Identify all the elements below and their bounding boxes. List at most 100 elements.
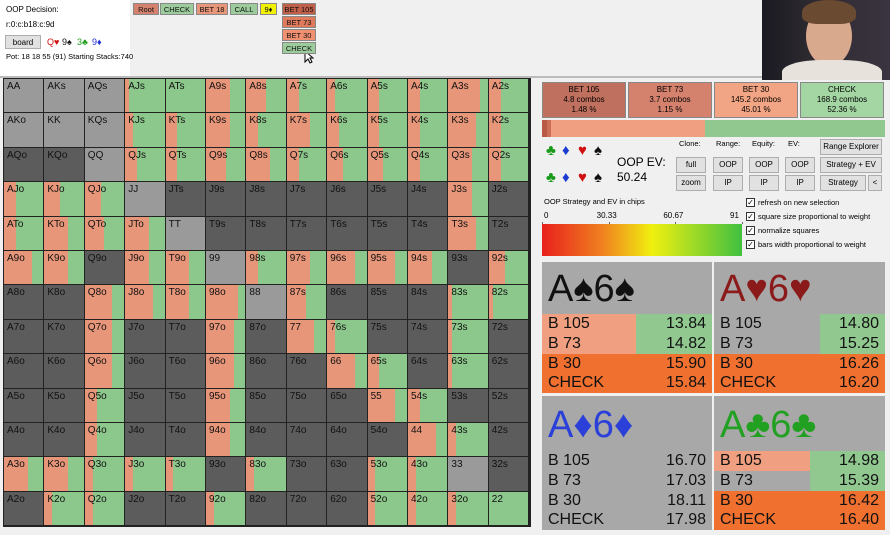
hand-cell[interactable]: Q6o bbox=[84, 354, 126, 389]
hand-cell[interactable]: KJs bbox=[125, 113, 166, 148]
suit-filter[interactable]: ♦ bbox=[562, 169, 570, 186]
hand-cell[interactable]: T6o bbox=[165, 354, 206, 389]
suit-filter[interactable]: ♥ bbox=[578, 169, 587, 186]
hand-cell[interactable]: J4o bbox=[125, 423, 166, 458]
hand-cell[interactable]: 64s bbox=[408, 354, 449, 389]
hand-cell[interactable]: 66 bbox=[327, 354, 368, 389]
hand-cell[interactable]: Q5s bbox=[367, 147, 408, 183]
hand-cell[interactable]: KQo bbox=[44, 147, 85, 183]
hand-cell[interactable]: K4o bbox=[44, 423, 85, 458]
hand-cell[interactable]: K3o bbox=[44, 457, 85, 492]
action-box[interactable]: BET 30 145.2 combos 45.01 % bbox=[714, 82, 798, 118]
hand-cell[interactable]: 62s bbox=[488, 354, 530, 389]
hand-cell[interactable]: Q6s bbox=[327, 147, 368, 183]
hand-cell[interactable]: 75o bbox=[286, 388, 328, 423]
hand-cell[interactable]: JTo bbox=[125, 216, 166, 251]
hand-cell[interactable]: Q9s bbox=[206, 147, 247, 183]
hand-cell[interactable]: K7s bbox=[286, 113, 328, 148]
hand-cell[interactable]: KJo bbox=[44, 182, 85, 217]
hand-cell[interactable]: 72s bbox=[488, 319, 530, 355]
hand-cell[interactable]: Q8o bbox=[84, 285, 126, 320]
hand-cell[interactable]: K7o bbox=[44, 319, 85, 355]
suit-filter[interactable]: ♥ bbox=[578, 142, 587, 159]
hand-cell[interactable]: A7o bbox=[4, 319, 45, 355]
hand-cell[interactable]: J5s bbox=[367, 182, 408, 217]
checkbox[interactable]: ✓ bbox=[746, 212, 755, 221]
hand-cell[interactable]: J7s bbox=[286, 182, 328, 217]
hand-cell[interactable]: 52o bbox=[367, 491, 408, 527]
hand-cell[interactable]: 88 bbox=[246, 285, 287, 320]
hand-cell[interactable]: QTs bbox=[165, 147, 206, 183]
checkbox[interactable]: ✓ bbox=[746, 240, 755, 249]
hand-cell[interactable]: A2o bbox=[4, 491, 45, 527]
hand-cell[interactable]: 86o bbox=[246, 354, 287, 389]
hand-cell[interactable]: K4s bbox=[408, 113, 449, 148]
hand-cell[interactable]: 43s bbox=[448, 423, 489, 458]
hand-cell[interactable]: 82o bbox=[246, 491, 287, 527]
hand-cell[interactable]: 77 bbox=[286, 319, 328, 355]
hand-cell[interactable]: QJs bbox=[125, 147, 166, 183]
hand-cell[interactable]: K6s bbox=[327, 113, 368, 148]
hand-cell[interactable]: T2s bbox=[488, 216, 530, 251]
hand-cell[interactable]: T8o bbox=[165, 285, 206, 320]
hand-cell[interactable]: 72o bbox=[286, 491, 328, 527]
hand-cell[interactable]: 54o bbox=[367, 423, 408, 458]
hand-cell[interactable]: A3o bbox=[4, 457, 45, 492]
suit-filter[interactable]: ♦ bbox=[562, 142, 570, 159]
hand-cell[interactable]: 74s bbox=[408, 319, 449, 355]
hand-cell[interactable]: 95o bbox=[206, 388, 247, 423]
hand-cell[interactable]: T2o bbox=[165, 491, 206, 527]
toggle-button[interactable]: IP bbox=[749, 175, 779, 191]
hand-cell[interactable]: A4o bbox=[4, 423, 45, 458]
hand-cell[interactable]: 96s bbox=[327, 251, 368, 286]
hand-cell[interactable]: T9o bbox=[165, 251, 206, 286]
hand-cell[interactable]: J4s bbox=[408, 182, 449, 217]
hand-cell[interactable]: 53s bbox=[448, 388, 489, 423]
hand-cell[interactable]: A8s bbox=[246, 79, 287, 114]
hand-cell[interactable]: Q4s bbox=[408, 147, 449, 183]
hand-cell[interactable]: Q9o bbox=[84, 251, 126, 286]
option-step[interactable]: BET 73 bbox=[282, 16, 316, 28]
hand-cell[interactable]: 99 bbox=[206, 251, 247, 286]
hand-cell[interactable]: KTo bbox=[44, 216, 85, 251]
hand-cell[interactable]: AJo bbox=[4, 182, 45, 217]
hand-cell[interactable]: 85o bbox=[246, 388, 287, 423]
hand-cell[interactable]: K9o bbox=[44, 251, 85, 286]
hand-cell[interactable]: A7s bbox=[286, 79, 328, 114]
hand-cell[interactable]: T3s bbox=[448, 216, 489, 251]
hand-cell[interactable]: 32o bbox=[448, 491, 489, 527]
hand-cell[interactable]: J8o bbox=[125, 285, 166, 320]
hand-cell[interactable]: 42s bbox=[488, 423, 530, 458]
suit-filter[interactable]: ♣ bbox=[546, 169, 556, 186]
action-box[interactable]: CHECK 168.9 combos 52.36 % bbox=[800, 82, 884, 118]
hand-cell[interactable]: J7o bbox=[125, 319, 166, 355]
hand-cell[interactable]: 64o bbox=[327, 423, 368, 458]
history-step[interactable]: 9♦ bbox=[260, 3, 277, 15]
hand-cell[interactable]: 75s bbox=[367, 319, 408, 355]
hand-cell[interactable]: K6o bbox=[44, 354, 85, 389]
hand-cell[interactable]: J3o bbox=[125, 457, 166, 492]
hand-cell[interactable]: K2o bbox=[44, 491, 85, 527]
hand-cell[interactable]: A9s bbox=[206, 79, 247, 114]
hand-cell[interactable]: J6s bbox=[327, 182, 368, 217]
hand-cell[interactable]: AQs bbox=[84, 79, 126, 114]
hand-cell[interactable]: T6s bbox=[327, 216, 368, 251]
hand-cell[interactable]: 87s bbox=[286, 285, 328, 320]
hand-cell[interactable]: K9s bbox=[206, 113, 247, 148]
hand-cell[interactable]: Q8s bbox=[246, 147, 287, 183]
hand-cell[interactable]: 83o bbox=[246, 457, 287, 492]
hand-cell[interactable]: K8o bbox=[44, 285, 85, 320]
hand-cell[interactable]: AJs bbox=[125, 79, 166, 114]
hand-cell[interactable]: J3s bbox=[448, 182, 489, 217]
option-step[interactable]: CHECK bbox=[282, 42, 316, 54]
hand-cell[interactable]: 62o bbox=[327, 491, 368, 527]
action-box[interactable]: BET 105 4.8 combos 1.48 % bbox=[542, 82, 626, 118]
hand-cell[interactable]: A5s bbox=[367, 79, 408, 114]
hand-cell[interactable]: 98o bbox=[206, 285, 247, 320]
toggle-button[interactable]: OOP bbox=[749, 157, 779, 173]
hand-cell[interactable]: 33 bbox=[448, 457, 489, 492]
hand-cell[interactable]: K2s bbox=[488, 113, 530, 148]
hand-cell[interactable]: 76o bbox=[286, 354, 328, 389]
hand-cell[interactable]: 73s bbox=[448, 319, 489, 355]
hand-cell[interactable]: AA bbox=[4, 79, 45, 114]
